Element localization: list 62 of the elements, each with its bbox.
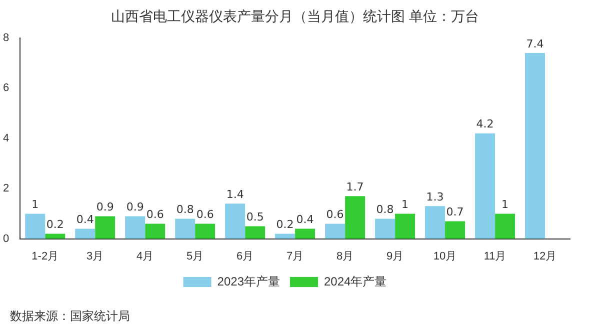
- bar: [325, 224, 346, 239]
- x-tick-label: 8月: [336, 250, 354, 262]
- x-tick-label: 4月: [136, 250, 154, 262]
- chart-title: 山西省电工仪器仪表产量分月（当月值）统计图 单位：万台: [110, 8, 480, 26]
- bar: [375, 218, 396, 239]
- bar: [45, 234, 66, 239]
- bar: [175, 218, 196, 239]
- data-label: 0.8: [376, 203, 394, 216]
- data-label: 0.6: [326, 208, 344, 222]
- bar: [445, 221, 466, 239]
- data-label: 0.2: [46, 218, 64, 232]
- x-tick-label: 12月: [533, 250, 557, 262]
- y-tick-label: 0: [2, 232, 10, 245]
- x-tick-label: 11月: [484, 250, 506, 262]
- y-tick-label: 8: [2, 32, 10, 44]
- data-label: 0.9: [96, 200, 114, 214]
- data-label: 0.2: [276, 218, 294, 232]
- data-label: 0.6: [146, 208, 164, 222]
- data-label: 0.9: [126, 200, 144, 214]
- bar: [95, 216, 116, 239]
- data-label: 0.7: [446, 206, 464, 219]
- data-label: 1.4: [226, 188, 244, 202]
- data-label: 1: [402, 198, 409, 212]
- x-tick-label: 5月: [186, 250, 204, 262]
- bar: [195, 224, 216, 239]
- data-label: 1.7: [346, 180, 364, 194]
- bar: [25, 214, 46, 239]
- data-label: 0.4: [76, 213, 94, 226]
- x-tick-label: 3月: [86, 250, 104, 262]
- data-label: 1.3: [426, 190, 444, 204]
- bar: [245, 226, 266, 239]
- data-label: 4.2: [476, 118, 494, 131]
- bar: [145, 224, 166, 239]
- bar: [125, 216, 146, 239]
- source-note: 数据来源：国家统计局: [10, 308, 130, 325]
- bar: [495, 214, 516, 239]
- y-tick-label: 2: [2, 182, 10, 195]
- x-tick-label: 1-2月: [32, 250, 59, 262]
- bar: [345, 196, 366, 239]
- data-label: 1: [32, 198, 39, 212]
- bar: [475, 133, 496, 239]
- data-label: 0.8: [176, 203, 194, 216]
- bar: [275, 234, 296, 239]
- legend-label: 2024年产量: [324, 274, 387, 288]
- data-label: 0.4: [296, 213, 314, 226]
- x-tick-label: 6月: [236, 250, 254, 262]
- bar: [395, 214, 416, 239]
- x-tick-label: 9月: [386, 250, 404, 262]
- data-label: 7.4: [526, 37, 544, 50]
- x-tick-label: 10月: [433, 250, 457, 262]
- bar: [525, 53, 546, 239]
- legend-label: 2023年产量: [217, 274, 280, 288]
- bar: [295, 228, 316, 239]
- x-tick-label: 7月: [286, 250, 304, 262]
- y-tick-label: 6: [2, 82, 10, 94]
- bar: [425, 206, 446, 239]
- bar: [75, 228, 96, 239]
- data-label: 1: [502, 198, 509, 212]
- y-tick-label: 4: [2, 132, 10, 144]
- data-label: 0.5: [246, 210, 264, 224]
- bar: [225, 204, 246, 239]
- data-label: 0.6: [196, 208, 214, 222]
